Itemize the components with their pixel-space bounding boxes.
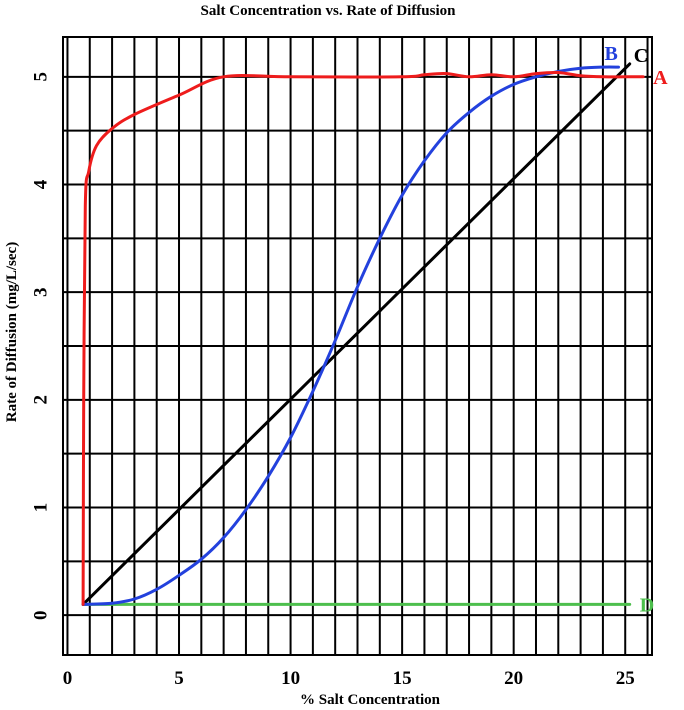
series-label-c: C — [634, 45, 648, 67]
series-label-d: D — [640, 594, 654, 616]
y-axis-label: Rate of Diffusion (mg/L/sec) — [4, 242, 20, 422]
series-line-c — [81, 62, 632, 606]
chart-title: Salt Concentration vs. Rate of Diffusion — [201, 3, 457, 19]
y-tick-label: 4 — [31, 179, 52, 189]
x-tick-label: 0 — [63, 668, 73, 689]
series-lines — [81, 62, 645, 606]
y-tick-label: 5 — [31, 72, 52, 82]
y-tick-label: 1 — [31, 503, 52, 513]
y-tick-label: 2 — [31, 395, 52, 405]
series-label-a: A — [653, 67, 668, 89]
x-tick-label: 25 — [616, 668, 635, 689]
series-line-a — [81, 70, 645, 606]
series-label-b: B — [605, 43, 618, 65]
x-tick-label: 5 — [174, 668, 184, 689]
series-line-b — [81, 65, 620, 606]
x-tick-label: 10 — [281, 668, 300, 689]
series-labels: D CB A — [605, 43, 669, 616]
x-tick-label: 20 — [504, 668, 523, 689]
grid — [62, 36, 653, 656]
y-tick-label: 3 — [31, 287, 52, 297]
plot-border — [62, 36, 653, 656]
x-tick-label: 15 — [393, 668, 412, 689]
y-tick-label: 0 — [31, 610, 52, 620]
axis-ticks: 0 5 10 15 20 25 0 1 2 3 4 5 — [31, 72, 635, 689]
x-axis-label: % Salt Concentration — [300, 692, 441, 708]
